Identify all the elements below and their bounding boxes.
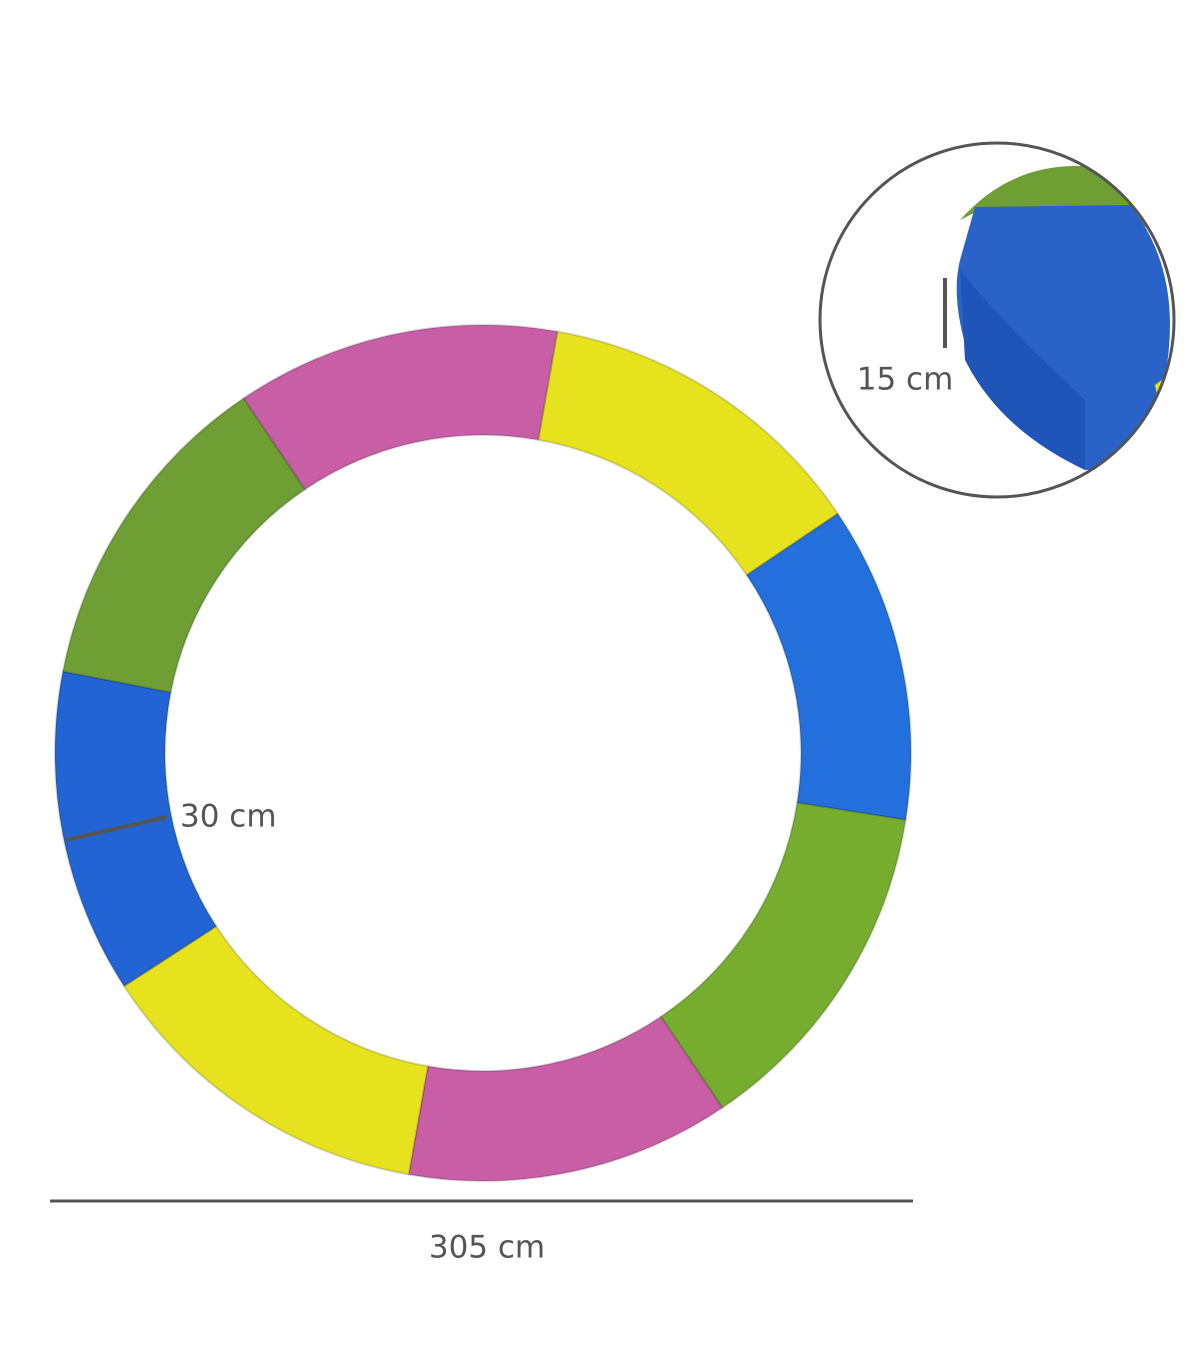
pad-segment	[122, 924, 429, 1176]
diameter-label: 305 cm	[429, 1230, 545, 1266]
ring-pad	[54, 324, 913, 1182]
pad-segment	[537, 330, 840, 577]
pad-segment	[54, 670, 218, 988]
width-label: 30 cm	[180, 799, 277, 835]
pad-segment	[407, 1015, 724, 1182]
detail-inset: 15 cm	[818, 141, 1176, 499]
width-marker	[65, 815, 168, 842]
thickness-label: 15 cm	[857, 362, 954, 398]
pad-segment	[745, 512, 913, 822]
pad-segment	[61, 396, 307, 694]
pad-segment	[242, 324, 559, 491]
pad-segment	[659, 801, 907, 1110]
